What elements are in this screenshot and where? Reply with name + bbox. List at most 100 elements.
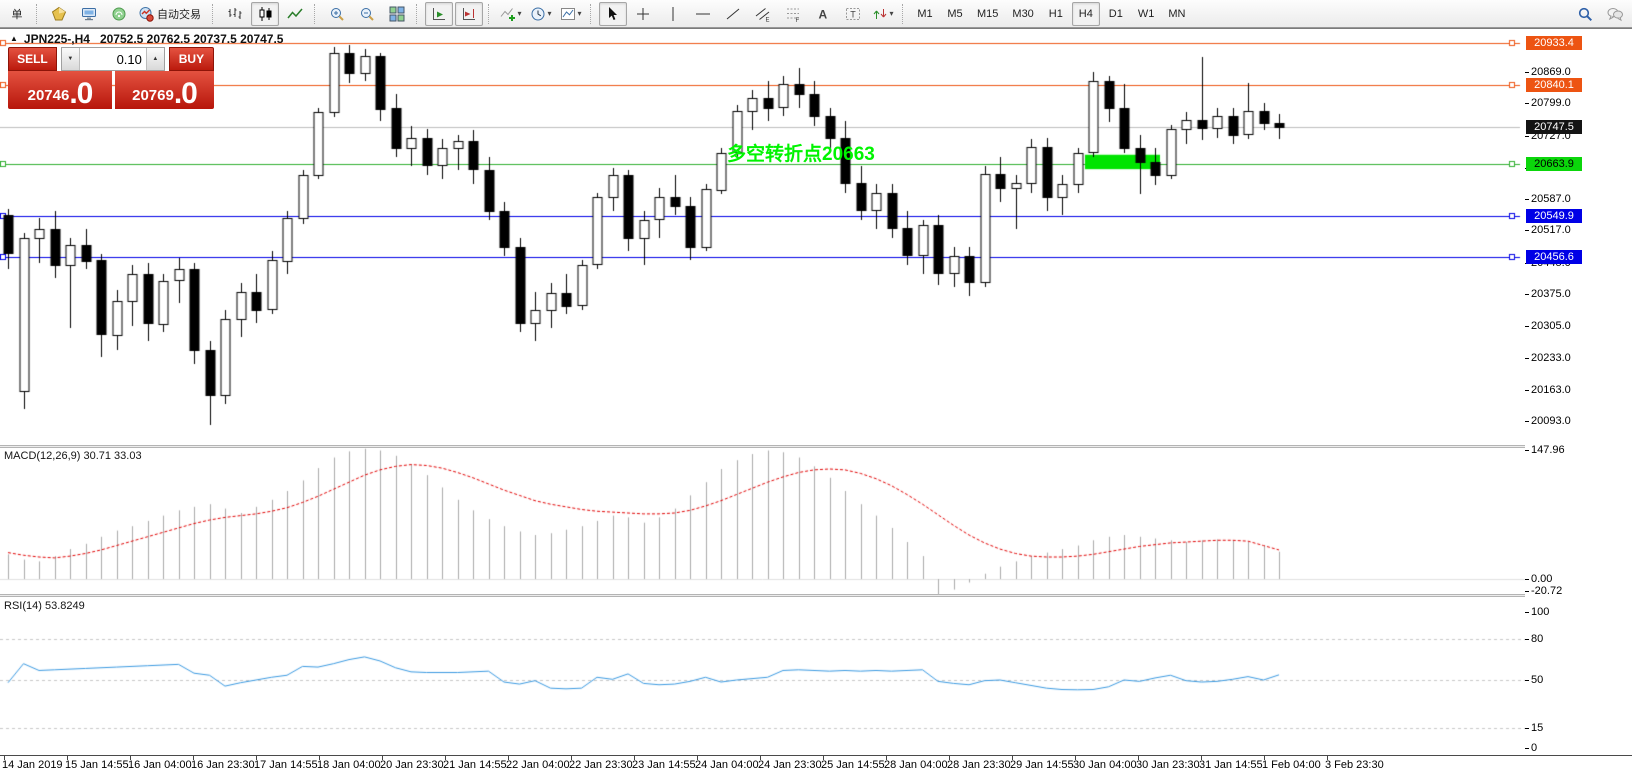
new-order-button[interactable]: 单 [3, 2, 31, 26]
indicators-icon [500, 6, 516, 22]
text-button[interactable]: A [809, 2, 837, 26]
timeframe-w1[interactable]: W1 [1132, 2, 1161, 26]
time-tick [67, 756, 68, 760]
gold-button[interactable] [45, 2, 73, 26]
timeframe-m15[interactable]: M15 [971, 2, 1004, 26]
templates-icon [560, 6, 576, 22]
templates-button[interactable]: ▾ [557, 2, 585, 26]
dropdown-arrow-icon[interactable]: ▾ [889, 9, 894, 18]
time-tick [760, 756, 761, 760]
crosshair-button[interactable] [629, 2, 657, 26]
buy-button[interactable]: BUY [168, 47, 214, 71]
price-tick-label: 20163.0 [1531, 383, 1571, 396]
volume-decrease-button[interactable]: ▼ [61, 48, 80, 70]
pane-splitter[interactable] [0, 445, 1632, 448]
volume-increase-button[interactable]: ▲ [145, 48, 164, 70]
candlestick-chart-button[interactable] [251, 1, 279, 26]
toolbar: 单 自动交易 ▾ ▾ ▾ E F A T ▾ M1 M5 M15 M30 H1 H4 D1 W1 MN [0, 0, 1632, 28]
cursor-button[interactable] [599, 1, 627, 26]
buy-price-pips: .0 [173, 77, 198, 110]
signals-button[interactable] [105, 2, 133, 26]
time-tick [571, 756, 572, 760]
dropdown-arrow-icon[interactable]: ▾ [517, 9, 522, 18]
indicators-button[interactable]: ▾ [497, 2, 525, 26]
time-label: 17 Jan 14:55 [254, 759, 318, 771]
tile-windows-button[interactable] [383, 2, 411, 26]
axis-tick [1525, 358, 1529, 360]
timeframe-w1-label: W1 [1137, 7, 1155, 20]
sell-price[interactable]: 20746.0 [8, 71, 112, 109]
chart-shift-button[interactable] [455, 1, 483, 26]
fibonacci-button[interactable]: F [779, 2, 807, 26]
text-label-button[interactable]: T [839, 2, 867, 26]
timeframe-mn[interactable]: MN [1162, 2, 1191, 26]
periods-button[interactable]: ▾ [527, 2, 555, 26]
pane-splitter[interactable] [0, 594, 1632, 597]
line-chart-button[interactable] [281, 2, 309, 26]
timeframe-m1[interactable]: M1 [911, 2, 939, 26]
time-tick [130, 756, 131, 760]
cursor-icon [605, 6, 621, 22]
time-label: 22 Jan 04:00 [506, 759, 570, 771]
equidistant-channel-button[interactable]: E [749, 2, 777, 26]
timeframe-mn-label: MN [1168, 7, 1186, 20]
sell-price-pips: .0 [69, 77, 93, 110]
volume-input[interactable] [79, 48, 146, 70]
dropdown-arrow-icon[interactable]: ▾ [547, 9, 552, 18]
price-tick-label: 20587.0 [1531, 192, 1571, 205]
time-tick [1327, 756, 1328, 760]
arrows-button[interactable]: ▾ [869, 2, 897, 26]
time-tick [319, 756, 320, 760]
time-label: 31 Jan 14:55 [1199, 759, 1263, 771]
zoom-in-button[interactable] [323, 2, 351, 26]
time-axis[interactable]: 14 Jan 2019 15 Jan 14:55 16 Jan 04:00 16 Ja… [0, 755, 1632, 773]
axis-tick [1525, 727, 1529, 729]
rsi-axis-label: 50 [1531, 674, 1544, 686]
axis-tick [1525, 639, 1529, 641]
horizontal-line-button[interactable] [689, 2, 717, 26]
vertical-line-button[interactable] [659, 2, 687, 26]
search-icon [1577, 6, 1593, 22]
bar-chart-button[interactable] [221, 2, 249, 26]
timeframe-m5[interactable]: M5 [941, 2, 969, 26]
time-label: 16 Jan 04:00 [128, 759, 192, 771]
price-tick-label: 20093.0 [1531, 414, 1571, 427]
zoom-out-button[interactable] [353, 2, 381, 26]
rsi-canvas[interactable] [0, 598, 1525, 755]
axis-tick [1525, 748, 1529, 749]
toolbar-separator [212, 3, 216, 24]
zoom-in-icon [329, 6, 345, 22]
price-tick-label: 20233.0 [1531, 352, 1571, 365]
sell-button[interactable]: SELL [8, 47, 57, 71]
time-tick [4, 756, 5, 760]
auto-scroll-button[interactable] [425, 1, 453, 26]
timeframe-d1[interactable]: D1 [1102, 2, 1130, 26]
macd-canvas[interactable] [0, 448, 1525, 594]
time-tick [634, 756, 635, 760]
macd-axis-label: 0.00 [1531, 573, 1553, 585]
buy-price[interactable]: 20769.0 [115, 71, 214, 109]
timeframe-h1[interactable]: H1 [1042, 2, 1070, 26]
arrows-icon [872, 6, 888, 22]
axis-tick [1525, 579, 1529, 580]
panel-collapse-arrow-icon[interactable]: ▲ [10, 34, 18, 43]
macd-axis-label: -20.72 [1531, 585, 1563, 597]
horizontal-line-icon [695, 6, 711, 22]
terminal-button[interactable] [75, 2, 103, 26]
timeframe-m30[interactable]: M30 [1006, 2, 1039, 26]
autotrading-button-label: 自动交易 [157, 8, 201, 21]
toolbar-separator [590, 3, 594, 24]
time-label: 30 Jan 04:00 [1073, 759, 1137, 771]
search-button[interactable] [1571, 2, 1599, 26]
chart-title-text: JPN225-,H4 20752.5 20762.5 20737.5 20747… [23, 32, 284, 46]
timeframe-h4[interactable]: H4 [1071, 1, 1100, 26]
main-chart-canvas[interactable] [0, 29, 1525, 445]
dropdown-arrow-icon[interactable]: ▾ [577, 9, 582, 18]
timeframe-m5-label: M5 [947, 7, 963, 20]
trendline-button[interactable] [719, 2, 747, 26]
chat-button[interactable] [1601, 2, 1629, 26]
auto-scroll-icon [431, 6, 447, 22]
price-axis[interactable]: 20869.020799.020727.020655.020587.020517… [1525, 29, 1632, 755]
autotrading-button[interactable]: 自动交易 [135, 2, 207, 26]
time-tick [949, 756, 950, 760]
